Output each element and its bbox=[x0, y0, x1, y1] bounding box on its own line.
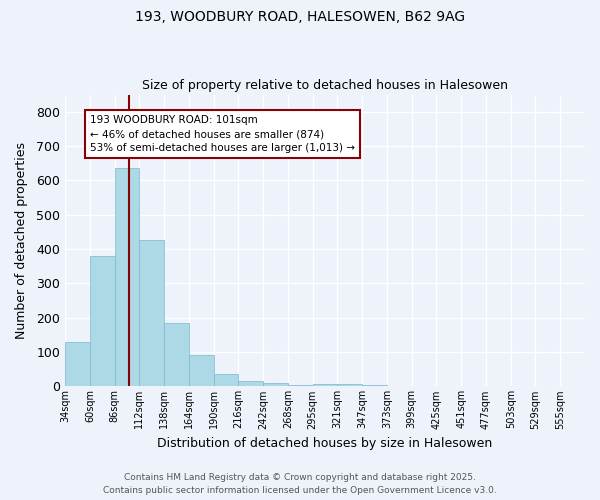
Text: 193, WOODBURY ROAD, HALESOWEN, B62 9AG: 193, WOODBURY ROAD, HALESOWEN, B62 9AG bbox=[135, 10, 465, 24]
Bar bbox=[238, 380, 263, 386]
Text: 193 WOODBURY ROAD: 101sqm
← 46% of detached houses are smaller (874)
53% of semi: 193 WOODBURY ROAD: 101sqm ← 46% of detac… bbox=[90, 115, 355, 153]
Text: Contains HM Land Registry data © Crown copyright and database right 2025.
Contai: Contains HM Land Registry data © Crown c… bbox=[103, 474, 497, 495]
X-axis label: Distribution of detached houses by size in Halesowen: Distribution of detached houses by size … bbox=[157, 437, 493, 450]
Bar bbox=[90, 256, 115, 386]
Bar bbox=[313, 384, 337, 386]
Bar bbox=[263, 383, 288, 386]
Bar bbox=[115, 168, 139, 386]
Title: Size of property relative to detached houses in Halesowen: Size of property relative to detached ho… bbox=[142, 79, 508, 92]
Bar bbox=[139, 240, 164, 386]
Bar bbox=[189, 356, 214, 386]
Bar bbox=[65, 342, 90, 386]
Y-axis label: Number of detached properties: Number of detached properties bbox=[15, 142, 28, 339]
Bar bbox=[164, 323, 189, 386]
Bar bbox=[288, 384, 313, 386]
Bar bbox=[214, 374, 238, 386]
Bar bbox=[337, 384, 362, 386]
